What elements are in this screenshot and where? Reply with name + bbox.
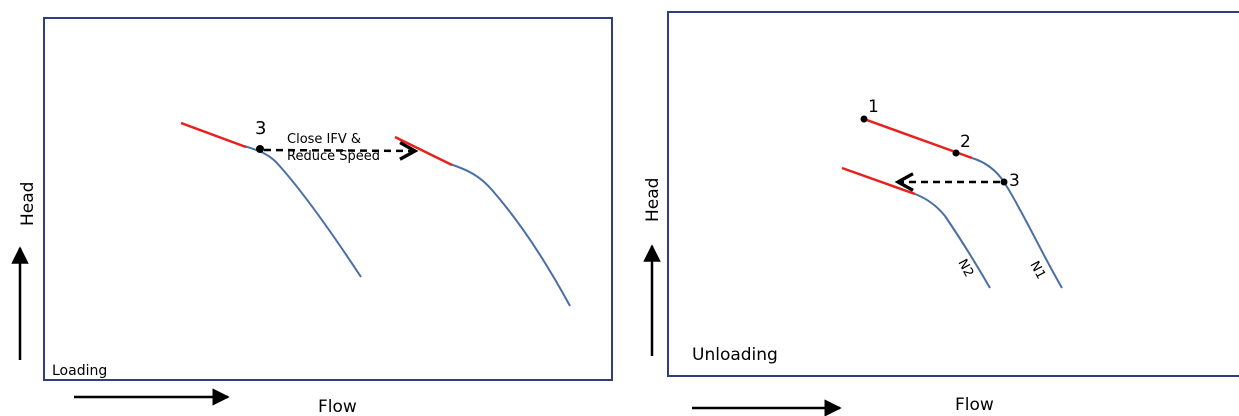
unloading-curve-n2-label: N2 [954, 257, 976, 280]
loading-point-3-label: 3 [255, 118, 266, 139]
loading-annotation-line1: Close IFV & [287, 132, 361, 147]
loading-surge-segment-a [180, 121, 247, 149]
loading-curve-b [449, 163, 571, 307]
loading-curve-a [243, 145, 362, 278]
loading-dashed-arrow [263, 150, 415, 151]
loading-frame [43, 17, 613, 381]
unloading-point-1-label: 1 [868, 97, 879, 117]
loading-title: Loading [52, 363, 107, 379]
loading-axis-flow-label: Flow [318, 397, 357, 416]
loading-point-3 [256, 145, 264, 153]
unloading-curve-n1 [971, 157, 1063, 289]
loading-surge-segment-b [394, 135, 453, 167]
unloading-curve-n1-label: N1 [1026, 259, 1048, 282]
unloading-panel: 1 2 3 N2 N1 Unloading Head Flow [643, 11, 1239, 416]
unloading-point-2 [952, 149, 960, 157]
loading-annotation-line2: Reduce Speed [287, 149, 380, 164]
loading-panel: 3 Close IFV & Reduce Speed Loading Head … [11, 17, 613, 416]
unloading-point-3 [1000, 178, 1008, 186]
unloading-surge-segment-n2 [841, 166, 916, 196]
loading-axis-head-label: Head [18, 182, 38, 226]
unloading-curve-n2 [914, 193, 991, 289]
unloading-point-3-label: 3 [1009, 171, 1020, 191]
unloading-point-2-label: 2 [960, 132, 971, 152]
unloading-title: Unloading [692, 345, 778, 365]
unloading-axis-head-label: Head [643, 178, 663, 222]
unloading-point-1 [860, 115, 868, 123]
unloading-axis-flow-label: Flow [955, 395, 994, 415]
unloading-frame [667, 11, 1239, 377]
